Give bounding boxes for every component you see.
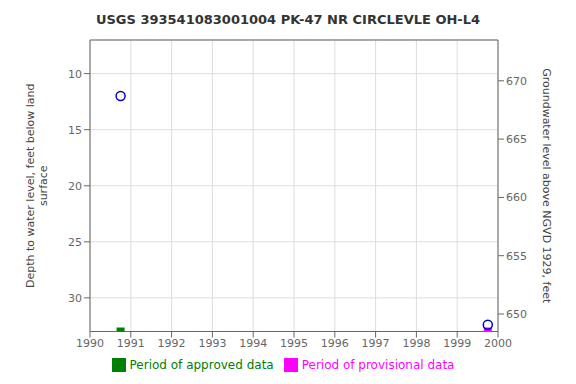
svg-text:1992: 1992	[158, 337, 186, 350]
svg-text:655: 655	[506, 250, 527, 263]
svg-text:15: 15	[68, 124, 82, 137]
svg-text:2000: 2000	[484, 337, 512, 350]
svg-text:1996: 1996	[321, 337, 349, 350]
svg-text:1994: 1994	[239, 337, 267, 350]
svg-text:Groundwater level above NGVD 1: Groundwater level above NGVD 1929, feet	[540, 68, 553, 304]
svg-text:1999: 1999	[443, 337, 471, 350]
svg-text:30: 30	[68, 292, 82, 305]
svg-text:20: 20	[68, 180, 82, 193]
svg-text:670: 670	[506, 75, 527, 88]
html-text:USGS 393541083001004 PK-47 NR: USGS 393541083001004 PK-47 NR CIRCLEVLE …	[96, 12, 480, 27]
svg-text:1993: 1993	[198, 337, 226, 350]
svg-text:surface: surface	[37, 165, 50, 206]
svg-text:1991: 1991	[117, 337, 145, 350]
svg-text:1995: 1995	[280, 337, 308, 350]
svg-text:10: 10	[68, 68, 82, 81]
svg-text:1998: 1998	[402, 337, 430, 350]
svg-text:1990: 1990	[76, 337, 104, 350]
svg-text:650: 650	[506, 308, 527, 321]
svg-text:665: 665	[506, 133, 527, 146]
svg-text:1997: 1997	[362, 337, 390, 350]
html-text:Period of approved data: Period of approved data	[129, 357, 274, 372]
svg-text:Depth to water level, feet bel: Depth to water level, feet below land	[24, 83, 37, 288]
svg-text:25: 25	[68, 236, 82, 249]
svg-text:660: 660	[506, 191, 527, 204]
html-text:Period of provisional data: Period of provisional data	[301, 357, 455, 372]
